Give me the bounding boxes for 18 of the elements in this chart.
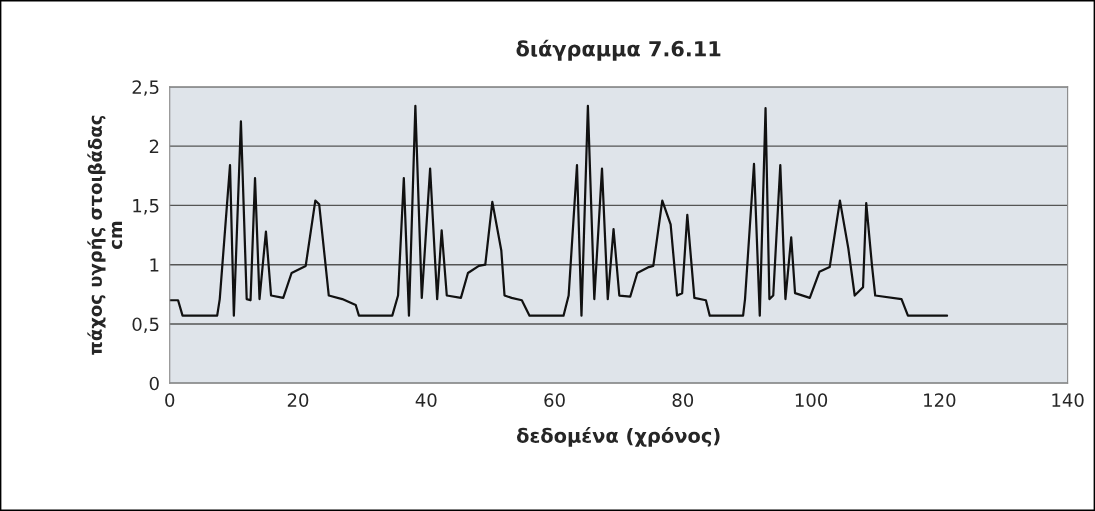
x-tick-label: 40 (415, 393, 437, 407)
y-tick-label: 0 (149, 376, 159, 391)
y-tick-label: 1 (150, 258, 159, 272)
x-tick-label: 140 (1052, 393, 1084, 407)
x-tick-label: 60 (544, 393, 565, 407)
y-tick-label: 2 (149, 139, 159, 154)
x-tick-label: 100 (795, 393, 828, 407)
x-tick-label: 80 (672, 393, 694, 407)
chart-title: διάγραμμα 7.6.11 (516, 39, 721, 61)
x-tick-label: 0 (165, 393, 175, 407)
y-tick-label: 0,5 (132, 317, 159, 333)
x-tick-label: 120 (924, 393, 956, 407)
x-tick-label: 20 (287, 393, 309, 407)
y-tick-label: 2,5 (132, 80, 159, 96)
x-axis-title: δεδομένα (χρόνος) (516, 427, 720, 447)
y-axis-title: πάχος υγρής στοιβάδας cm (87, 115, 123, 355)
y-tick-label: 1,5 (133, 199, 159, 215)
line-series (169, 104, 949, 317)
